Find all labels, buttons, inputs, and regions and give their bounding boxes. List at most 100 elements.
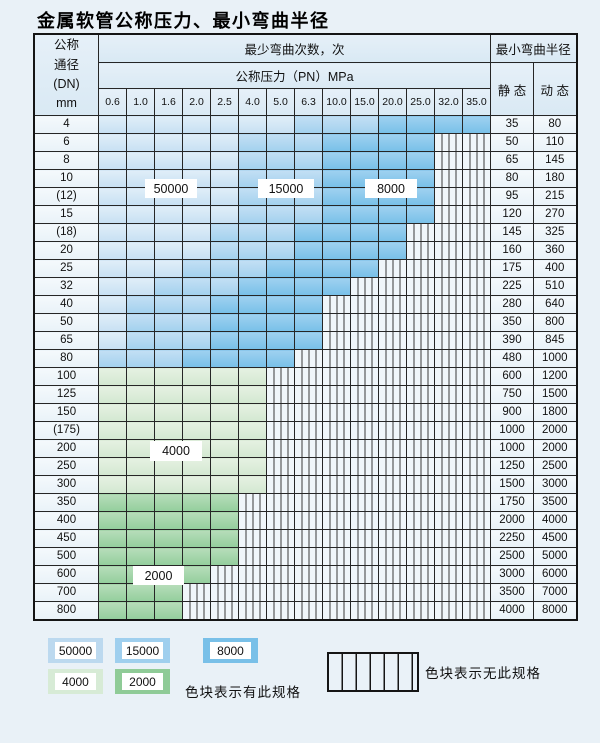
static-radius-value: 350: [490, 313, 534, 332]
no-spec-cell: [406, 475, 435, 494]
legend-swatch-2000: 2000: [115, 669, 170, 694]
spec-available-cell: [98, 223, 127, 242]
dynamic-radius-value: 1200: [533, 367, 577, 386]
static-radius-value: 600: [490, 367, 534, 386]
no-spec-cell: [406, 439, 435, 458]
spec-row-dn-100: 100 600 1200: [33, 367, 577, 386]
spec-available-cell: [154, 475, 183, 494]
static-radius-value: 160: [490, 241, 534, 260]
no-spec-cell: [266, 367, 295, 386]
dn-value: 15: [33, 205, 99, 224]
static-radius-value: 80: [490, 169, 534, 188]
spec-available-cell: [126, 529, 155, 548]
no-spec-cell: [462, 367, 491, 386]
spec-available-cell: [210, 511, 239, 530]
no-spec-cell: [406, 349, 435, 368]
spec-available-cell: [378, 241, 407, 260]
spec-available-cell: [98, 295, 127, 314]
static-radius-value: 1750: [490, 493, 534, 512]
spec-available-cell: [182, 547, 211, 566]
spec-available-cell: [182, 115, 211, 134]
spec-available-cell: [182, 565, 211, 584]
no-spec-cell: [266, 439, 295, 458]
no-spec-cell: [238, 601, 267, 621]
spec-available-cell: [126, 547, 155, 566]
spec-available-cell: [238, 403, 267, 422]
dn-header-line: 公称: [53, 38, 79, 53]
spec-available-cell: [154, 151, 183, 170]
dn-value: 100: [33, 367, 99, 386]
spec-row-dn-175: (175) 1000 2000: [33, 421, 577, 440]
no-spec-cell: [350, 493, 379, 512]
dynamic-radius-value: 1800: [533, 403, 577, 422]
no-spec-cell: [462, 241, 491, 260]
pn-tick: 1.6: [154, 88, 183, 116]
spec-available-cell: [238, 367, 267, 386]
dynamic-radius-value: 215: [533, 187, 577, 206]
spec-available-cell: [98, 277, 127, 296]
cycle-count-label: 4000: [150, 441, 202, 461]
no-spec-cell: [406, 511, 435, 530]
spec-row-dn-250: 250 1250 2500: [33, 457, 577, 476]
spec-available-cell: [238, 277, 267, 296]
spec-available-cell: [154, 259, 183, 278]
no-spec-cell: [378, 367, 407, 386]
spec-available-cell: [126, 403, 155, 422]
no-spec-cell: [378, 475, 407, 494]
no-spec-cell: [462, 151, 491, 170]
spec-available-cell: [378, 223, 407, 242]
spec-available-cell: [294, 133, 323, 152]
no-spec-cell: [322, 331, 351, 350]
spec-row-dn-32: 32 225 510: [33, 277, 577, 296]
spec-table: 公称 通径 (DN) mm 最少弯曲次数，次 最小弯曲半径 公称压力（PN）MPa 静…: [33, 33, 578, 621]
no-spec-cell: [406, 223, 435, 242]
cycle-count-label: 2000: [133, 566, 184, 585]
dynamic-radius-value: 8000: [533, 601, 577, 621]
spec-available-cell: [126, 583, 155, 602]
spec-available-cell: [154, 583, 183, 602]
spec-available-cell: [182, 385, 211, 404]
dynamic-radius-value: 180: [533, 169, 577, 188]
static-radius-value: 225: [490, 277, 534, 296]
no-spec-cell: [378, 529, 407, 548]
legend-swatch-label: 50000: [55, 642, 96, 659]
no-spec-cell: [378, 259, 407, 278]
spec-available-cell: [182, 223, 211, 242]
no-spec-cell: [434, 187, 463, 206]
spec-row-dn-350: 350 1750 3500: [33, 493, 577, 512]
spec-available-cell: [322, 169, 351, 188]
no-spec-cell: [462, 223, 491, 242]
no-spec-cell: [266, 547, 295, 566]
spec-available-cell: [210, 313, 239, 332]
dn-value: 8: [33, 151, 99, 170]
spec-available-cell: [182, 259, 211, 278]
spec-available-cell: [210, 187, 239, 206]
spec-available-cell: [126, 421, 155, 440]
legend-swatch-4000: 4000: [48, 669, 103, 694]
no-spec-cell: [378, 277, 407, 296]
spec-available-cell: [210, 259, 239, 278]
no-spec-cell: [462, 313, 491, 332]
spec-available-cell: [154, 493, 183, 512]
no-spec-cell: [378, 295, 407, 314]
no-spec-cell: [434, 151, 463, 170]
spec-available-cell: [462, 115, 491, 134]
no-spec-cell: [434, 205, 463, 224]
dn-value: 500: [33, 547, 99, 566]
spec-available-cell: [238, 295, 267, 314]
no-spec-cell: [434, 583, 463, 602]
no-spec-label: 色块表示无此规格: [425, 666, 541, 681]
no-spec-cell: [238, 583, 267, 602]
spec-available-cell: [182, 313, 211, 332]
pn-title: 公称压力（PN）MPa: [98, 62, 491, 89]
dynamic-radius-value: 4000: [533, 511, 577, 530]
no-spec-cell: [406, 313, 435, 332]
spec-available-cell: [154, 403, 183, 422]
static-radius-value: 1500: [490, 475, 534, 494]
no-spec-cell: [322, 439, 351, 458]
page-title: 金属软管公称压力、最小弯曲半径: [37, 11, 330, 32]
dn-value: 80: [33, 349, 99, 368]
spec-available-cell: [266, 241, 295, 260]
spec-available-cell: [126, 133, 155, 152]
spec-available-cell: [98, 313, 127, 332]
